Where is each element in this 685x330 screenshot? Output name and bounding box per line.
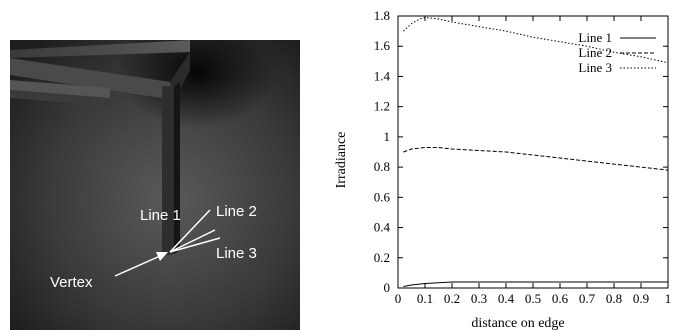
series-line-3	[403, 16, 669, 64]
x-tick-label: 0.5	[525, 291, 541, 306]
x-tick-label: 0.7	[579, 291, 596, 306]
table-leg	[162, 86, 174, 256]
x-tick-label: 0	[395, 291, 402, 306]
legend-label-1: Line 1	[578, 30, 612, 45]
line1-marker	[169, 209, 211, 253]
x-tick-label: 0.8	[606, 291, 622, 306]
series-line-1	[403, 281, 668, 287]
vertex-arrowhead	[156, 252, 168, 261]
line3-label: Line 3	[216, 245, 257, 262]
y-tick-label: 1.6	[374, 38, 391, 53]
y-tick-label: 1	[384, 129, 391, 144]
plot-frame	[397, 15, 669, 289]
x-tick-label: 0.3	[471, 291, 487, 306]
line1-label: Line 1	[140, 207, 181, 224]
y-tick-label: 1.2	[374, 99, 390, 114]
y-tick-label: 1.8	[374, 8, 390, 23]
y-axis-label: Irradiance	[334, 132, 349, 189]
legend-label-2: Line 2	[578, 45, 612, 60]
vertex-label: Vertex	[50, 274, 93, 291]
x-tick-label: 0.4	[498, 291, 515, 306]
shelf-front	[10, 90, 110, 106]
x-tick-label: 0.1	[417, 291, 433, 306]
vertex-arrow	[114, 255, 161, 277]
chart-series	[403, 16, 669, 287]
x-axis-label: distance on edge	[471, 316, 564, 330]
y-tick-label: 1.4	[374, 68, 391, 83]
line2-label: Line 2	[216, 203, 257, 220]
x-tick-label: 0.2	[444, 291, 460, 306]
rendered-scene-figure: Line 1 Line 2 Line 3 Vertex	[10, 40, 300, 330]
y-tick-label: 0.6	[374, 189, 391, 204]
legend-label-3: Line 3	[578, 60, 612, 75]
y-tick-label: 0.2	[374, 250, 390, 265]
shelf	[10, 80, 110, 98]
chart-axes: 0 0.1 0.2 0.3 0.4 0.5 0.6 0.7 0.8 0.9 1 0 0.2 0.4 0.6 0…	[374, 8, 672, 306]
table-leg-front	[174, 82, 180, 254]
x-tick-label: 0.6	[552, 291, 569, 306]
series-line-2	[403, 147, 669, 171]
y-tick-label: 0.4	[374, 220, 391, 235]
line2-marker	[169, 229, 216, 253]
x-tick-label: 1	[665, 291, 672, 306]
y-tick-label: 0	[384, 280, 391, 295]
table-top-front	[10, 58, 175, 100]
x-tick-label: 0.9	[633, 291, 649, 306]
line3-marker	[169, 237, 221, 253]
y-tick-label: 0.8	[374, 159, 390, 174]
irradiance-chart: 0 0.1 0.2 0.3 0.4 0.5 0.6 0.7 0.8 0.9 1 0 0.2 0.4 0.6 0…	[334, 8, 672, 330]
table-top	[10, 40, 190, 58]
